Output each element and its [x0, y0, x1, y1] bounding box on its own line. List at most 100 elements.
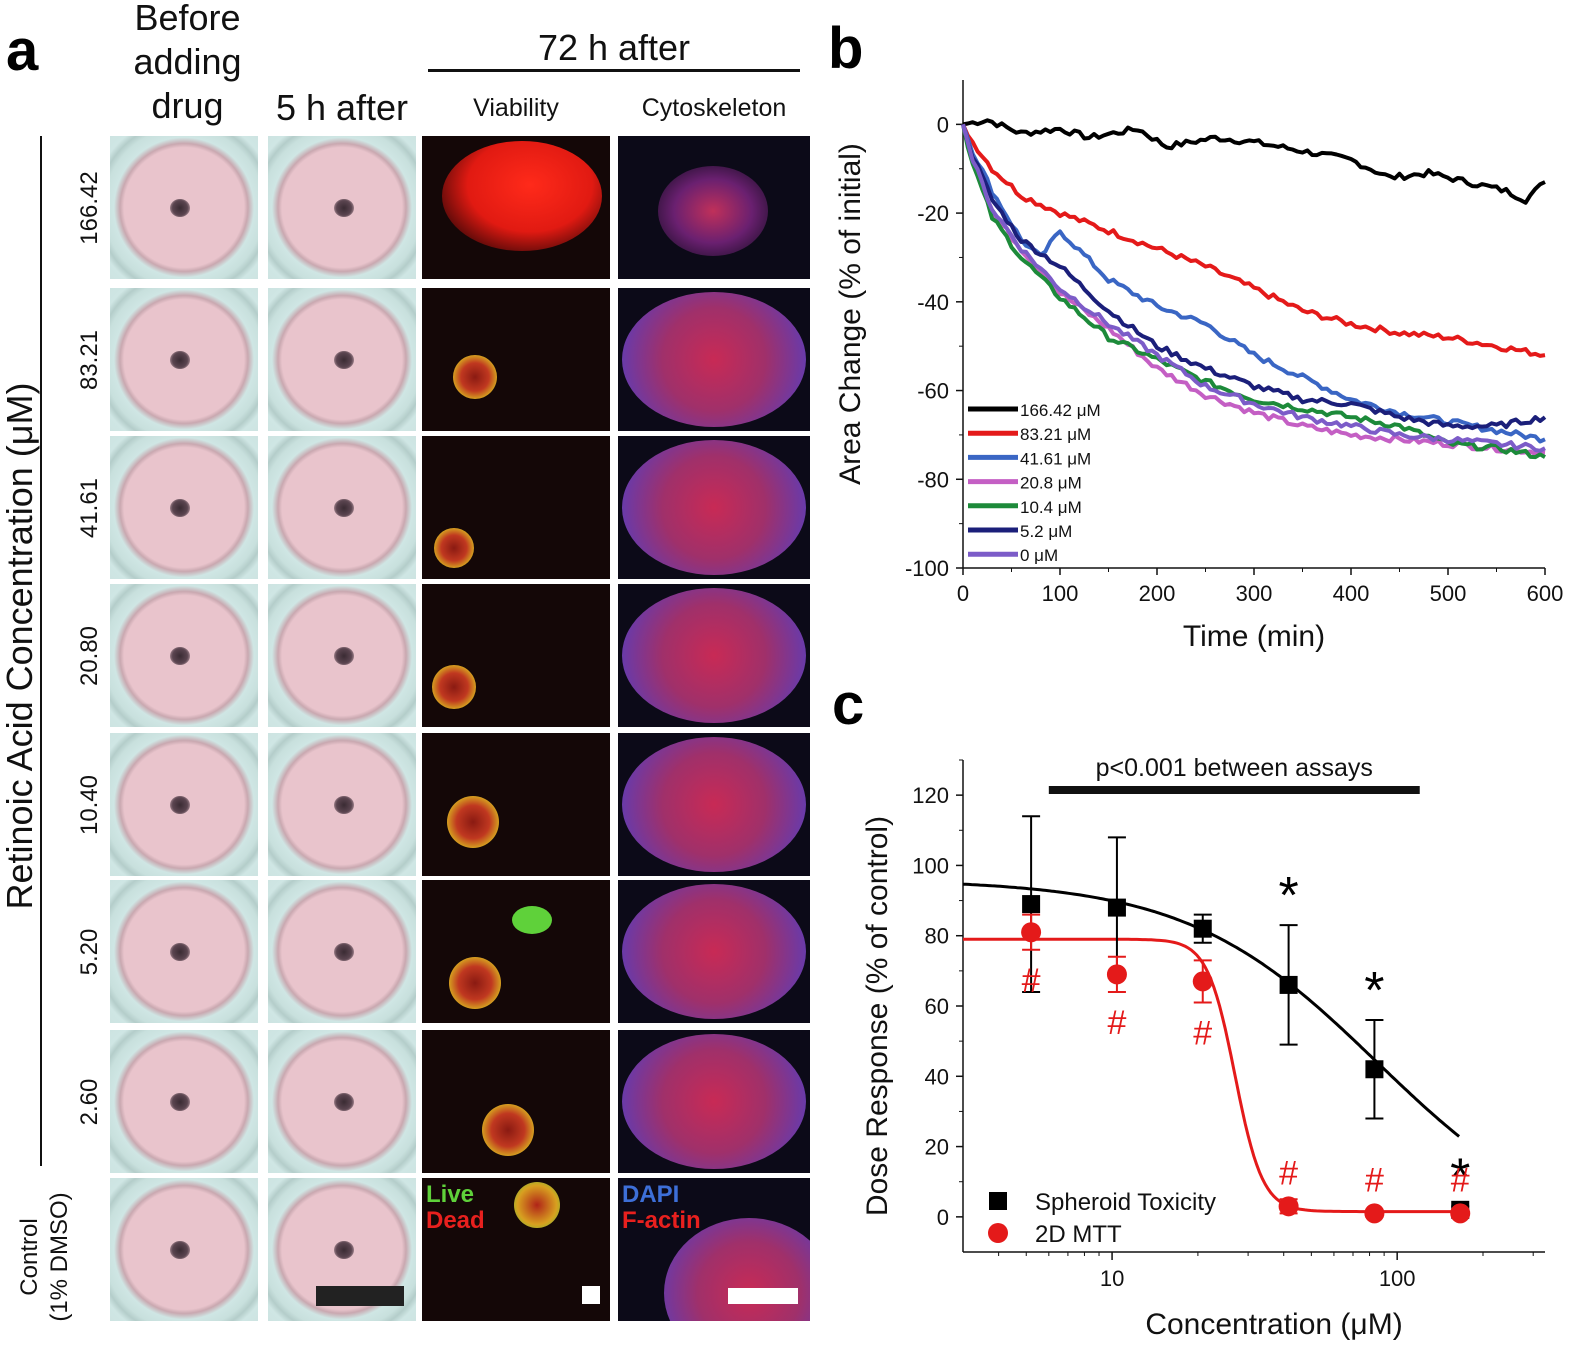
viability-image: [422, 880, 610, 1023]
spheroid-core: [170, 498, 190, 517]
cytoskeleton-image: [618, 1030, 810, 1173]
data-point-circle: [1364, 1203, 1385, 1224]
y-tick-label: 40: [925, 1064, 949, 1089]
viability-image: [422, 136, 610, 279]
x-tick-label: 600: [1527, 581, 1564, 606]
spheroid-core: [334, 198, 354, 217]
spheroid-core: [170, 198, 190, 217]
spheroid: [433, 527, 474, 568]
spheroid-core: [170, 942, 190, 961]
x-tick-label: 300: [1236, 581, 1273, 606]
y-tick-label: -80: [917, 467, 949, 492]
spheroid-core: [170, 1092, 190, 1111]
header-before-line3: drug: [151, 85, 224, 126]
panel-b-letter: b: [828, 16, 864, 81]
scale-bar: [316, 1286, 404, 1306]
cytoskeleton-image: [618, 584, 810, 727]
scale-bar: [582, 1286, 600, 1304]
header-72h-rule: [428, 69, 800, 72]
spheroid: [452, 354, 497, 399]
spheroid-core: [334, 795, 354, 814]
data-point-square: [1365, 1060, 1384, 1079]
brightfield-before-image: [110, 436, 258, 579]
y-tick-label: 0: [937, 1205, 949, 1230]
viability-image: [422, 436, 610, 579]
y-axis-title-retinoic-acid: Retinoic Acid Concentration (μM): [0, 382, 40, 910]
x-tick-label: 400: [1333, 581, 1370, 606]
spheroid-core: [170, 646, 190, 665]
y-tick-label: -40: [917, 290, 949, 315]
y-tick-label: -20: [917, 201, 949, 226]
panel-a-letter: a: [6, 18, 39, 83]
brightfield-5h-image: [268, 136, 416, 279]
significance-annotation: p<0.001 between assays: [1096, 754, 1373, 782]
cell-cluster: [512, 906, 552, 934]
legend-label: 10.4 μM: [1020, 498, 1082, 517]
spheroid: [446, 795, 499, 848]
row-label-concentration: 166.42: [76, 170, 103, 245]
series-line-1: [961, 123, 1546, 358]
legend-label: Spheroid Toxicity: [1035, 1189, 1216, 1216]
scale-bar: [728, 1288, 798, 1304]
control-label-line2: (1% DMSO): [46, 1192, 73, 1322]
series-line-6: [961, 123, 1546, 453]
y-tick-label: 60: [925, 994, 949, 1019]
legend-marker: [988, 1223, 1008, 1243]
x-tick-label: 10: [1100, 1266, 1124, 1291]
spheroid-core: [170, 350, 190, 369]
spheroid: [448, 956, 501, 1009]
legend-label: 41.61 μM: [1020, 449, 1091, 468]
x-axis-label: Time (min): [1183, 620, 1325, 653]
row-label-concentration: 5.20: [76, 928, 103, 975]
significance-marker: #: [1365, 1161, 1384, 1199]
header-cytoskeleton: Cytoskeleton: [641, 94, 787, 122]
stained-spheroid: [622, 440, 806, 575]
brightfield-5h-image: [268, 880, 416, 1023]
stained-spheroid: [622, 884, 806, 1019]
viability-image: [422, 733, 610, 876]
y-tick-label: -100: [905, 556, 949, 581]
viability-image: [422, 584, 610, 727]
brightfield-before-image: [110, 1030, 258, 1173]
brightfield-5h-image: [268, 288, 416, 431]
stained-spheroid: [622, 1034, 806, 1169]
data-point-circle: [1192, 971, 1213, 992]
data-point-square: [1022, 895, 1041, 914]
row-label-concentration: 41.61: [76, 477, 103, 538]
data-point-circle: [1106, 964, 1127, 985]
data-point-square: [1107, 898, 1126, 917]
series-line-0: [962, 118, 1546, 205]
y-tick-label: 100: [912, 853, 949, 878]
viability-image: [422, 1030, 610, 1173]
control-label-line1: Control: [16, 1218, 43, 1296]
legend-label: 0 μM: [1020, 546, 1058, 565]
stained-spheroid: [622, 292, 806, 427]
y-tick-label: 0: [937, 112, 949, 137]
dose-response-chart: 0 20 40 60 80 100 120 10 100 Concentration (μM) Do…: [861, 754, 1545, 1341]
x-tick-label: 100: [1379, 1266, 1416, 1291]
cytoskeleton-image: [618, 136, 810, 279]
legend-label: 5.2 μM: [1020, 522, 1072, 541]
concentration-bracket-line: [40, 136, 42, 1166]
legend-label: 2D MTT: [1035, 1221, 1122, 1248]
y-tick-label: -60: [917, 379, 949, 404]
cytoskeleton-image: [618, 436, 810, 579]
brightfield-before-image: [110, 733, 258, 876]
brightfield-5h-image: [268, 1178, 416, 1321]
control-spheroid: [514, 1182, 560, 1228]
spheroid-core: [334, 1092, 354, 1111]
stained-spheroid: [622, 588, 806, 723]
legend-label: 166.42 μM: [1020, 401, 1101, 420]
x-tick-label: 100: [1042, 581, 1079, 606]
dead-label: Dead: [426, 1207, 485, 1234]
dead-cell-mass: [442, 141, 602, 251]
legend-label: 83.21 μM: [1020, 425, 1091, 444]
x-tick-label: 500: [1430, 581, 1467, 606]
header-viability: Viability: [473, 94, 559, 122]
header-5h-after: 5 h after: [275, 87, 409, 128]
y-tick-label: 20: [925, 1135, 949, 1160]
data-point-circle: [1450, 1203, 1471, 1224]
x-axis-label: Concentration (μM): [1145, 1308, 1402, 1341]
cytoskeleton-image: [618, 288, 810, 431]
header-before-line1: Before: [134, 0, 241, 38]
